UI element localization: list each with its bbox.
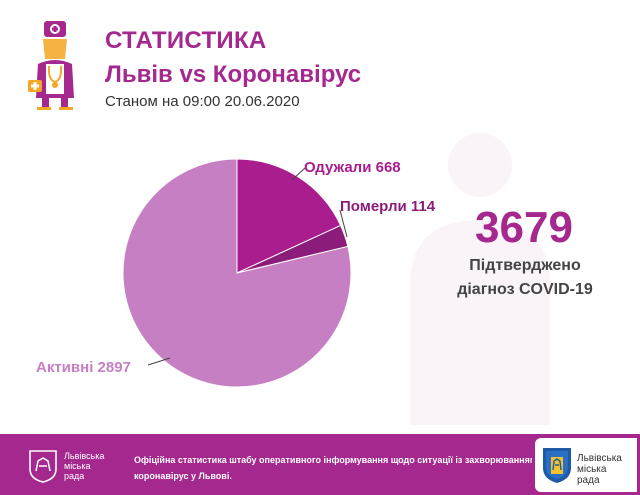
footer-card-org-name: Львівська міська рада bbox=[577, 453, 622, 486]
slice-label-deaths: Померли 114 bbox=[340, 198, 436, 215]
as-of-timestamp: Станом на 09:00 20.06.2020 bbox=[105, 93, 300, 110]
leader-line-active bbox=[147, 357, 171, 366]
footer-card-org-line1: Львівська bbox=[577, 453, 622, 464]
footer-card-org-line2: міська bbox=[577, 464, 607, 475]
pie-slice-active bbox=[122, 158, 352, 388]
slice-label-active: Активні 2897 bbox=[36, 359, 131, 376]
footer-card-org-line3: рада bbox=[577, 475, 600, 486]
pie-chart: Одужали 668 Померли 114 Активні 2897 bbox=[36, 158, 436, 388]
footer-note: Офіційна статистика штабу оперативного і… bbox=[134, 452, 532, 484]
footer-org-line2: міська bbox=[64, 461, 91, 471]
total-label-line1: Підтверджено bbox=[469, 257, 581, 274]
footer-note-line2: коронавірус у Львові. bbox=[134, 471, 232, 481]
leader-line-recovered bbox=[291, 167, 306, 181]
page-title: СТАТИСТИКА bbox=[105, 27, 267, 54]
leader-line-deaths bbox=[339, 209, 348, 238]
total-confirmed-count: 3679 bbox=[475, 203, 573, 252]
page-subtitle: Львів vs Коронавірус bbox=[105, 61, 362, 88]
pie-slice-recovered bbox=[236, 158, 342, 274]
footer-org-line3: рада bbox=[64, 471, 85, 481]
lviv-coat-of-arms-icon bbox=[543, 448, 571, 483]
doctor-logo-icon bbox=[28, 21, 74, 110]
footer-note-line1: Офіційна статистика штабу оперативного і… bbox=[134, 455, 532, 465]
total-label-line2: діагноз COVID-19 bbox=[457, 281, 593, 298]
total-confirmed-label: Підтверджено діагноз COVID-19 bbox=[430, 254, 620, 302]
footer-logo-card: Львівська міська рада bbox=[535, 438, 637, 492]
doctor-watermark-icon bbox=[410, 133, 550, 425]
footer-bar: Львівська міська рада Офіційна статистик… bbox=[0, 434, 640, 495]
footer-org-line1: Львівська bbox=[64, 451, 105, 461]
lviv-lion-crest-icon bbox=[29, 450, 57, 483]
slice-label-recovered: Одужали 668 bbox=[304, 159, 401, 176]
footer-org-name: Львівська міська рада bbox=[64, 451, 104, 481]
